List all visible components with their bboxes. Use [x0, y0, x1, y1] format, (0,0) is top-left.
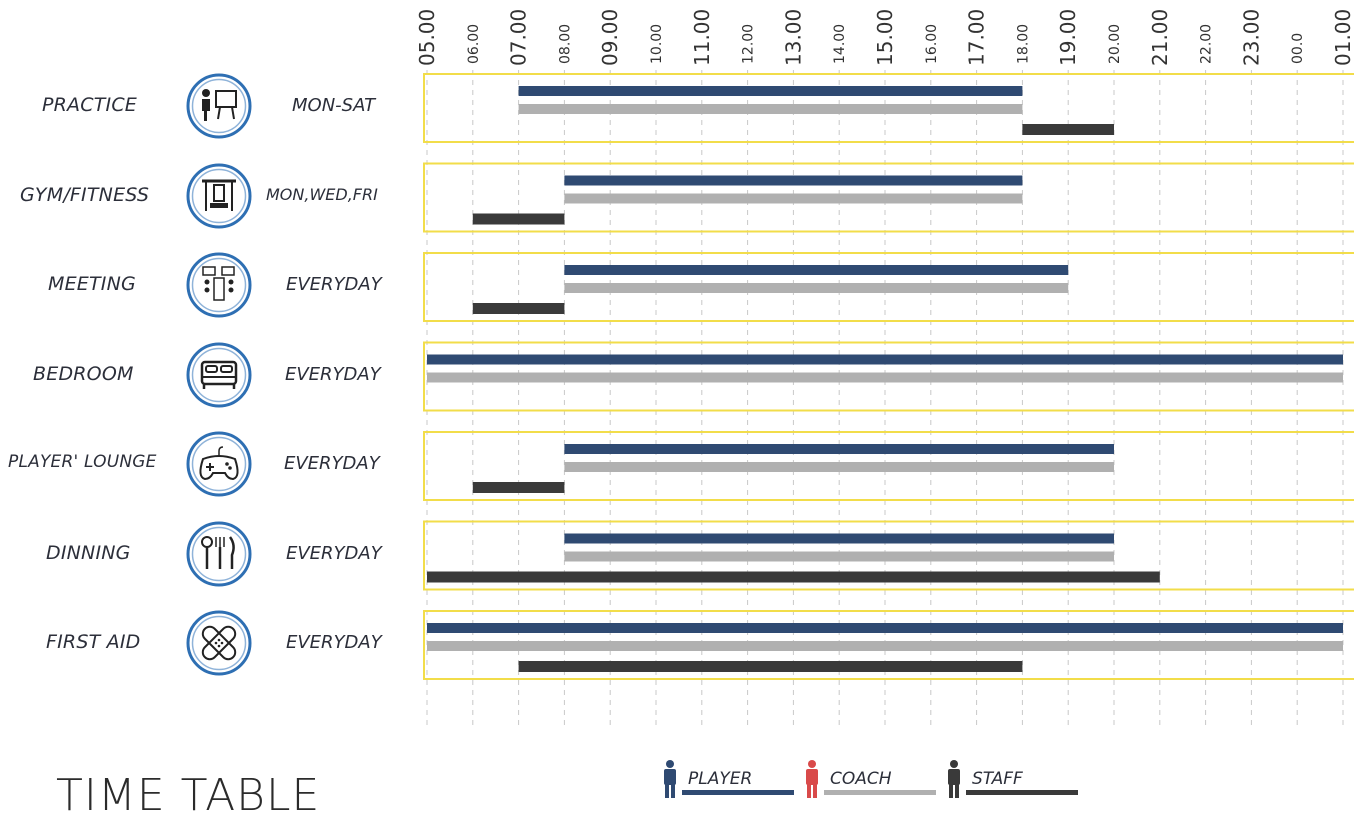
player-bar	[518, 86, 1023, 96]
staff-bar	[427, 571, 1160, 583]
row-days: MON-SAT	[292, 95, 376, 116]
x-tick-label: 19.00	[1056, 9, 1080, 66]
row-label: DINNING	[46, 541, 131, 564]
cutlery-icon	[186, 521, 252, 587]
row-frame	[423, 341, 1354, 412]
coach-bar	[427, 372, 1343, 383]
x-tick-label: 22.00	[1199, 24, 1215, 64]
legend-label: STAFF	[972, 769, 1023, 789]
x-tick-label: 00.0	[1290, 33, 1306, 64]
x-tick-label: 01.00	[1331, 9, 1354, 66]
row-label: BEDROOM	[33, 362, 134, 385]
x-tick-label: 09.00	[598, 9, 622, 66]
x-tick-label: 05.00	[415, 9, 439, 66]
bandage-icon	[186, 610, 252, 676]
coach-bar	[518, 104, 1023, 114]
legend-label: COACH	[830, 769, 892, 789]
row-frame	[423, 520, 1354, 591]
row-frame	[423, 431, 1354, 501]
practice-whiteboard-icon	[186, 73, 252, 139]
page-title: TIME TABLE	[56, 770, 321, 821]
x-tick-label: 17.00	[965, 9, 989, 66]
row-label: GYM/FITNESS	[20, 183, 150, 206]
x-tick-label: 23.00	[1239, 9, 1263, 66]
tick-label-layer: 05.00 06.00 07.00 08.00 09.00 10.00 11.00 12.00…	[415, 9, 1354, 66]
staff-bar	[518, 661, 1023, 672]
player-legend-swatch	[682, 790, 794, 795]
row-frame	[423, 252, 1354, 322]
x-tick-label: 07.00	[507, 9, 531, 66]
x-tick-label: 21.00	[1148, 9, 1172, 66]
row-label: FIRST AID	[46, 631, 141, 653]
row-days: MON,WED,FRI	[266, 184, 378, 204]
staff-person-icon	[948, 760, 960, 798]
gym-weights-icon	[186, 163, 252, 229]
staff-bar	[472, 213, 565, 225]
game-controller-icon	[186, 431, 252, 497]
row-label: PRACTICE	[42, 94, 138, 116]
x-tick-label: 15.00	[873, 9, 897, 66]
row-label: MEETING	[48, 273, 136, 295]
x-tick-label: 16.00	[924, 24, 940, 64]
player-person-icon	[664, 760, 676, 798]
x-tick-label: 12.00	[741, 24, 757, 64]
row-days: EVERYDAY	[285, 363, 381, 385]
coach-person-icon	[806, 760, 818, 798]
x-tick-label: 14.00	[832, 24, 848, 64]
x-tick-label: 11.00	[690, 9, 714, 66]
coach-bar	[564, 193, 1023, 204]
player-bar	[427, 623, 1343, 633]
x-tick-label: 08.00	[557, 24, 573, 64]
coach-bar	[564, 283, 1069, 293]
row-frame-layer	[423, 73, 1354, 680]
bar-layer	[427, 86, 1343, 672]
player-bar	[564, 265, 1069, 275]
staff-bar	[1022, 124, 1114, 135]
row-days: EVERYDAY	[286, 274, 382, 295]
coach-bar	[564, 462, 1114, 472]
player-bar	[564, 444, 1114, 454]
x-tick-label: 18.00	[1015, 24, 1031, 64]
staff-legend-swatch	[966, 790, 1078, 795]
coach-bar	[564, 551, 1114, 562]
meeting-room-icon	[186, 252, 252, 318]
bed-icon	[186, 342, 252, 408]
row-days: EVERYDAY	[286, 632, 382, 653]
row-frame	[423, 73, 1354, 143]
legend-layer: PLAYER COACH STAFF	[664, 760, 1078, 798]
x-tick-label: 13.00	[781, 9, 805, 66]
row-days: EVERYDAY	[286, 542, 382, 564]
player-bar	[564, 175, 1023, 186]
staff-bar	[472, 482, 565, 493]
player-bar	[564, 533, 1114, 544]
coach-legend-swatch	[824, 790, 936, 795]
x-tick-label: 20.00	[1107, 24, 1123, 64]
row-frame	[423, 162, 1354, 233]
row-days: EVERYDAY	[284, 453, 380, 474]
x-tick-label: 06.00	[466, 24, 482, 64]
x-tick-label: 10.00	[649, 24, 665, 64]
staff-bar	[472, 303, 565, 314]
player-bar	[427, 354, 1343, 365]
legend-label: PLAYER	[688, 769, 752, 789]
coach-bar	[427, 641, 1343, 651]
row-frame	[423, 610, 1354, 680]
row-label: PLAYER' LOUNGE	[8, 452, 157, 472]
